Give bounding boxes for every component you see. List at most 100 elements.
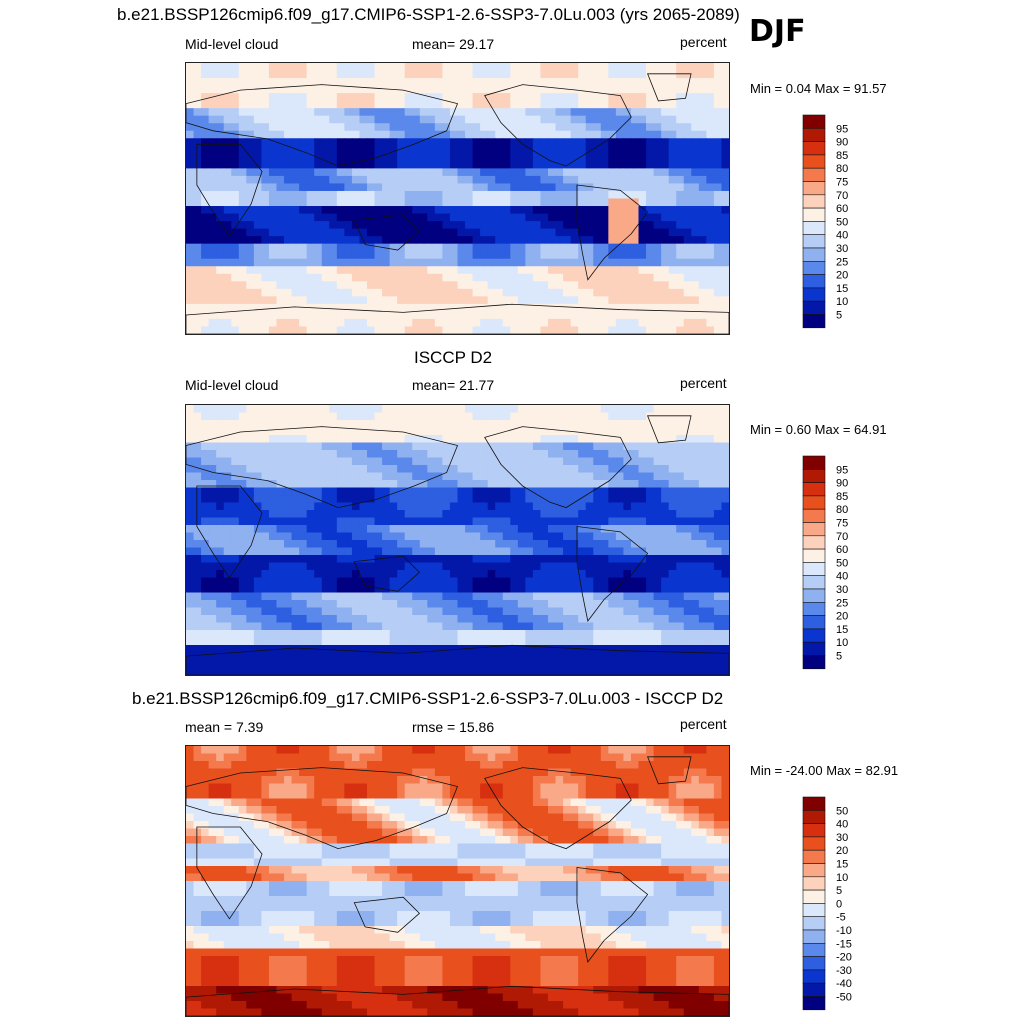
map-cell xyxy=(321,419,330,429)
map-cell xyxy=(555,449,564,459)
map-cell xyxy=(284,532,293,541)
map-cell xyxy=(593,434,602,444)
map-cell xyxy=(706,198,715,207)
map-cell xyxy=(547,85,557,94)
map-cell xyxy=(668,273,677,282)
map-cell xyxy=(253,577,263,586)
map-cell xyxy=(540,183,549,192)
map-cell xyxy=(465,472,474,481)
map-cell xyxy=(374,281,383,290)
map-cell xyxy=(578,243,587,252)
map-cell xyxy=(223,517,232,526)
map-cell xyxy=(585,502,594,511)
map-cell xyxy=(397,63,406,72)
map-cell xyxy=(238,183,247,192)
map-cell xyxy=(517,70,526,79)
map-cell xyxy=(193,70,202,79)
map-cell xyxy=(608,562,617,571)
map-cell xyxy=(276,472,285,481)
map-cell xyxy=(344,405,353,414)
map-cell xyxy=(638,228,647,237)
map-cell xyxy=(389,251,398,260)
map-cell xyxy=(253,100,263,109)
map-cell xyxy=(449,630,459,639)
map-cell xyxy=(608,85,617,94)
map-cell xyxy=(457,123,466,132)
map-cell xyxy=(563,532,572,541)
map-cell xyxy=(721,213,729,222)
map-cell xyxy=(495,63,504,72)
map-cell xyxy=(630,540,640,549)
map-cell xyxy=(434,63,444,72)
map-cell xyxy=(547,175,557,185)
map-cell xyxy=(201,108,210,117)
map-cell xyxy=(676,175,685,185)
map-cell xyxy=(253,85,263,94)
map-cell xyxy=(329,145,338,154)
map-cell xyxy=(261,183,270,192)
map-cell xyxy=(691,258,700,267)
map-cell xyxy=(480,607,489,616)
map-cell xyxy=(442,525,451,534)
map-cell xyxy=(698,168,707,177)
map-cell xyxy=(563,115,572,124)
map-cell xyxy=(397,599,406,609)
map-cell xyxy=(419,258,428,267)
map-cell xyxy=(502,288,511,297)
map-cell xyxy=(706,78,715,87)
map-cell xyxy=(276,569,285,579)
map-cell xyxy=(698,434,707,444)
map-cell xyxy=(691,449,700,459)
map-cell xyxy=(630,100,640,109)
map-cell xyxy=(661,607,670,616)
map-cell xyxy=(344,160,353,169)
map-cell xyxy=(449,311,459,320)
map-cell xyxy=(661,160,670,169)
map-cell xyxy=(193,115,202,124)
map-cell xyxy=(336,637,345,646)
map-cell xyxy=(653,206,662,215)
map-cell xyxy=(600,547,609,556)
map-cell xyxy=(495,577,504,586)
map-cell xyxy=(706,532,715,541)
map-cell xyxy=(578,442,587,451)
map-cell xyxy=(276,175,285,185)
map-cell xyxy=(359,457,368,466)
map-cell xyxy=(668,288,677,297)
map-cell xyxy=(419,434,428,444)
map-cell xyxy=(186,510,195,519)
map-cell xyxy=(186,108,195,117)
map-cell xyxy=(246,78,255,87)
map-cell xyxy=(570,213,579,222)
map-cell xyxy=(683,502,692,511)
map-cell xyxy=(412,495,421,504)
map-cell xyxy=(472,123,481,132)
map-cell xyxy=(615,495,625,504)
map-cell xyxy=(284,243,293,252)
map-cell xyxy=(540,266,549,275)
map-cell xyxy=(608,108,617,117)
map-cell xyxy=(691,206,700,215)
map-cell xyxy=(276,258,285,267)
map-cell xyxy=(382,70,391,79)
map-cell xyxy=(563,145,572,154)
map-cell xyxy=(465,607,474,616)
map-cell xyxy=(600,464,609,474)
map-cell xyxy=(321,480,330,489)
map-cell xyxy=(540,554,549,564)
map-cell xyxy=(321,405,330,414)
map-cell xyxy=(623,123,632,132)
map-cell xyxy=(276,221,285,230)
map-cell xyxy=(465,138,474,147)
map-cell xyxy=(525,502,534,511)
map-cell xyxy=(351,160,361,169)
map-cell xyxy=(615,175,625,185)
map-cell xyxy=(208,525,217,534)
map-cell xyxy=(721,273,729,282)
map-cell xyxy=(186,183,195,192)
map-cell xyxy=(268,168,278,177)
map-cell xyxy=(646,160,655,169)
map-cell xyxy=(321,562,330,571)
map-cell xyxy=(502,228,511,237)
map-cell xyxy=(374,236,383,245)
